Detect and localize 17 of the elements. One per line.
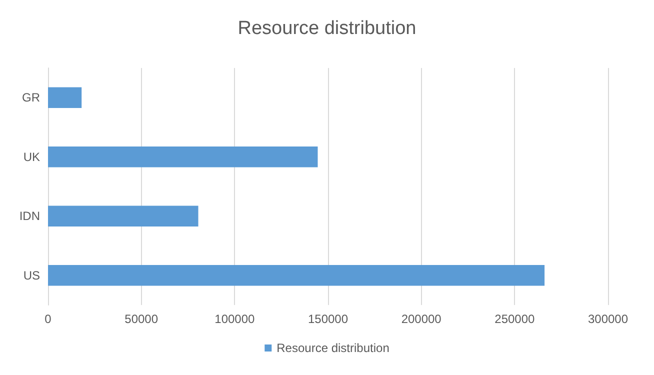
x-tick-label: 300000 (588, 312, 628, 326)
x-tick-label: 250000 (494, 312, 536, 326)
x-tick-label: 50000 (124, 312, 158, 326)
y-tick-label: GR (22, 90, 40, 105)
bar (48, 206, 198, 226)
y-tick-label: UK (23, 150, 40, 164)
legend-label: Resource distribution (276, 341, 390, 355)
x-tick-label: 100000 (214, 312, 256, 326)
x-tick-label: 150000 (308, 312, 348, 326)
bar (48, 87, 82, 108)
bar (48, 265, 545, 286)
y-tick-label: IDN (19, 209, 40, 224)
bar (48, 146, 318, 168)
x-tick-label: 0 (44, 312, 52, 326)
x-tick-label: 200000 (401, 312, 442, 326)
y-tick-label: US (23, 268, 40, 282)
chart-title: Resource distribution (238, 18, 416, 39)
